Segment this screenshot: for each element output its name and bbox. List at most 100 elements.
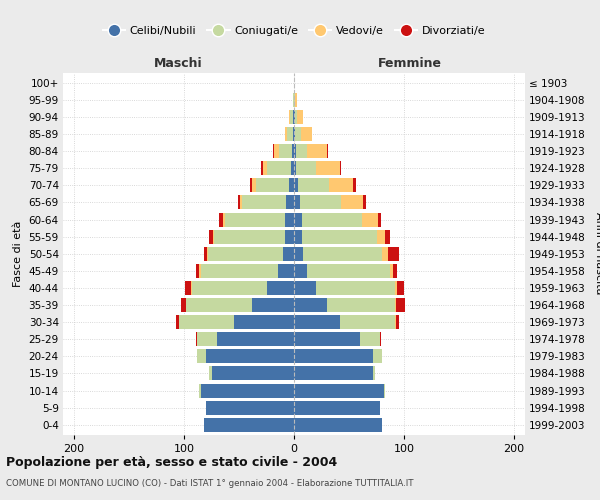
Text: COMUNE DI MONTANO LUCINO (CO) - Dati ISTAT 1° gennaio 2004 - Elaborazione TUTTIT: COMUNE DI MONTANO LUCINO (CO) - Dati IST… — [6, 479, 413, 488]
Bar — [380, 332, 381, 346]
Bar — [263, 161, 266, 176]
Bar — [212, 366, 294, 380]
Bar — [316, 161, 340, 176]
Bar — [217, 332, 294, 346]
Bar — [294, 281, 316, 295]
Bar — [290, 161, 294, 176]
Bar — [285, 127, 287, 141]
Bar — [303, 246, 382, 261]
Bar — [191, 281, 192, 295]
Bar — [395, 281, 397, 295]
Bar — [294, 127, 295, 141]
Bar — [294, 93, 295, 107]
Bar — [212, 230, 214, 243]
Bar — [197, 350, 206, 364]
Bar — [340, 315, 395, 329]
Bar — [186, 298, 252, 312]
Bar — [207, 246, 208, 261]
Bar — [295, 93, 298, 107]
Bar — [295, 127, 301, 141]
Bar — [289, 178, 294, 192]
Bar — [299, 196, 341, 209]
Bar — [196, 332, 197, 346]
Bar — [273, 144, 274, 158]
Bar — [285, 230, 294, 243]
Bar — [266, 161, 290, 176]
Bar — [209, 366, 212, 380]
Text: Femmine: Femmine — [377, 57, 442, 70]
Bar — [293, 93, 294, 107]
Bar — [296, 161, 316, 176]
Bar — [181, 298, 186, 312]
Bar — [298, 110, 303, 124]
Bar — [287, 127, 293, 141]
Bar — [294, 212, 302, 226]
Bar — [252, 178, 256, 192]
Bar — [240, 196, 242, 209]
Bar — [397, 281, 404, 295]
Bar — [302, 230, 377, 243]
Bar — [298, 178, 329, 192]
Text: Maschi: Maschi — [154, 57, 203, 70]
Bar — [250, 178, 252, 192]
Bar — [307, 264, 390, 278]
Bar — [209, 230, 212, 243]
Bar — [397, 298, 405, 312]
Bar — [199, 384, 200, 398]
Bar — [294, 246, 303, 261]
Bar — [364, 196, 365, 209]
Bar — [393, 264, 397, 278]
Bar — [238, 196, 240, 209]
Bar — [206, 400, 294, 414]
Bar — [206, 350, 294, 364]
Bar — [214, 230, 285, 243]
Bar — [208, 246, 283, 261]
Legend: Celibi/Nubili, Coniugati/e, Vedovi/e, Divorziati/e: Celibi/Nubili, Coniugati/e, Vedovi/e, Di… — [98, 22, 490, 41]
Bar — [294, 384, 384, 398]
Bar — [316, 281, 395, 295]
Bar — [233, 315, 294, 329]
Bar — [204, 418, 294, 432]
Bar — [397, 315, 398, 329]
Bar — [353, 178, 356, 192]
Bar — [294, 110, 295, 124]
Bar — [295, 110, 298, 124]
Bar — [204, 246, 207, 261]
Bar — [294, 144, 296, 158]
Bar — [373, 366, 376, 380]
Bar — [252, 298, 294, 312]
Bar — [294, 298, 327, 312]
Bar — [362, 212, 377, 226]
Bar — [341, 196, 364, 209]
Bar — [294, 161, 296, 176]
Bar — [292, 144, 294, 158]
Bar — [302, 212, 362, 226]
Bar — [385, 230, 390, 243]
Bar — [294, 315, 340, 329]
Bar — [294, 332, 360, 346]
Bar — [390, 264, 393, 278]
Bar — [261, 161, 263, 176]
Bar — [179, 315, 233, 329]
Bar — [294, 366, 373, 380]
Bar — [256, 178, 289, 192]
Bar — [377, 212, 381, 226]
Bar — [377, 230, 385, 243]
Bar — [185, 281, 191, 295]
Bar — [294, 400, 380, 414]
Bar — [294, 178, 298, 192]
Bar — [197, 332, 217, 346]
Bar — [395, 315, 397, 329]
Bar — [286, 196, 294, 209]
Y-axis label: Anni di nascita: Anni di nascita — [594, 212, 600, 295]
Bar — [224, 212, 285, 226]
Bar — [223, 212, 224, 226]
Bar — [293, 110, 294, 124]
Bar — [384, 384, 385, 398]
Bar — [307, 144, 327, 158]
Bar — [329, 178, 353, 192]
Bar — [301, 127, 311, 141]
Bar — [388, 246, 398, 261]
Bar — [327, 144, 328, 158]
Bar — [274, 144, 278, 158]
